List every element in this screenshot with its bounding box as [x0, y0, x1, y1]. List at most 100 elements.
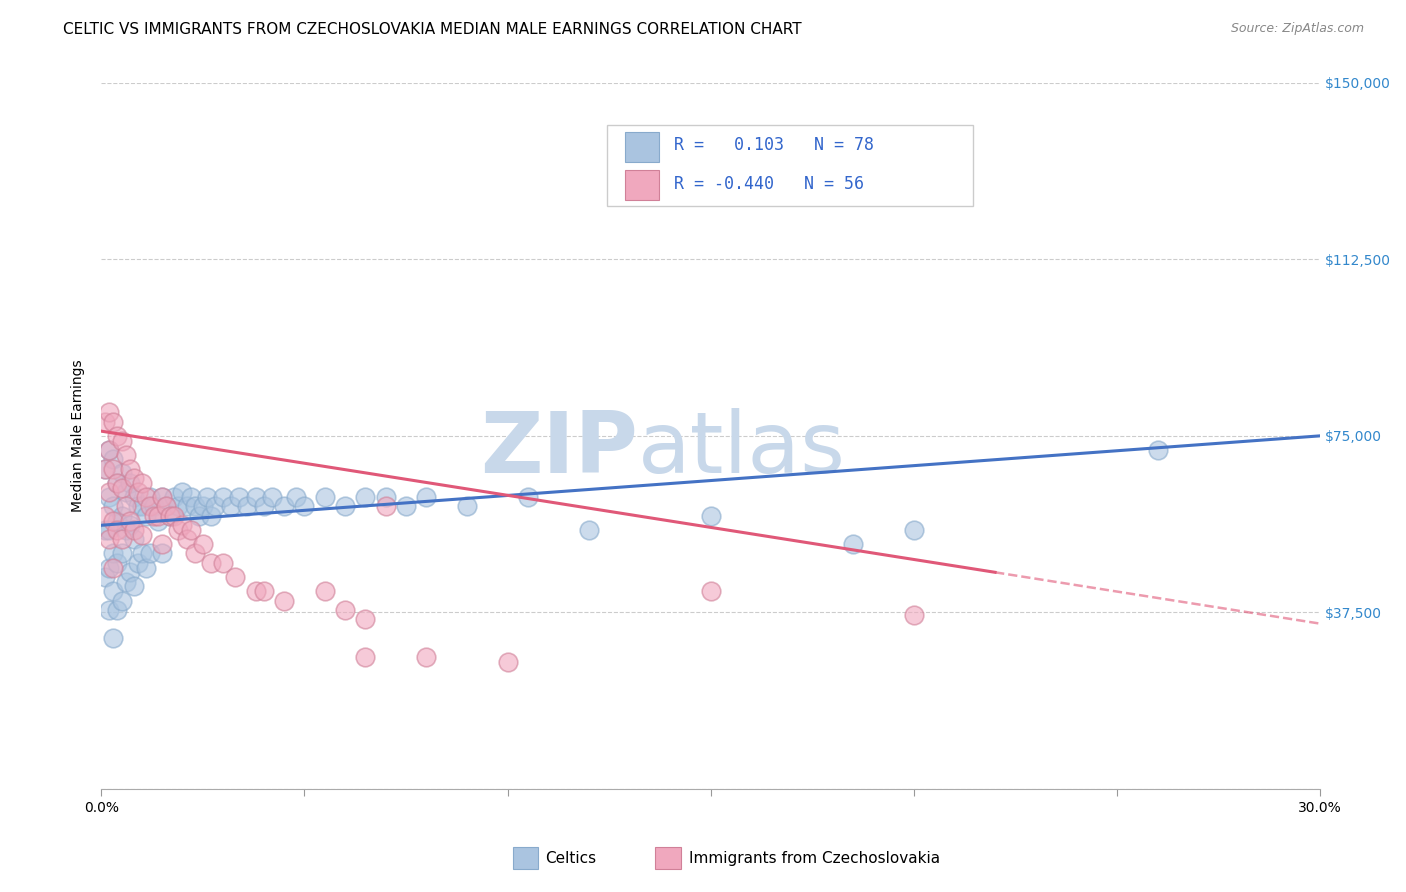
Point — [228, 490, 250, 504]
Point — [159, 508, 181, 523]
Point — [191, 537, 214, 551]
Point — [122, 471, 145, 485]
Point — [107, 514, 129, 528]
Point — [131, 546, 153, 560]
Point — [103, 462, 125, 476]
Point — [107, 523, 129, 537]
Text: Immigrants from Czechoslovakia: Immigrants from Czechoslovakia — [689, 851, 941, 865]
Point — [94, 462, 117, 476]
Point — [146, 508, 169, 523]
Point — [94, 523, 117, 537]
Point — [103, 631, 125, 645]
Point — [415, 650, 437, 665]
Point — [204, 500, 226, 514]
Point — [516, 490, 538, 504]
Point — [167, 500, 190, 514]
Point — [260, 490, 283, 504]
Point — [159, 508, 181, 523]
Bar — [626, 132, 659, 161]
Point — [127, 556, 149, 570]
Point — [122, 490, 145, 504]
Y-axis label: Median Male Earnings: Median Male Earnings — [72, 359, 86, 512]
Point — [107, 429, 129, 443]
Point — [354, 490, 377, 504]
Point — [273, 593, 295, 607]
Point — [285, 490, 308, 504]
Point — [176, 500, 198, 514]
Point — [176, 533, 198, 547]
Point — [122, 523, 145, 537]
Point — [187, 508, 209, 523]
Text: R =   0.103   N = 78: R = 0.103 N = 78 — [673, 136, 875, 153]
Point — [131, 500, 153, 514]
Point — [146, 514, 169, 528]
Point — [578, 523, 600, 537]
Point — [163, 490, 186, 504]
Point — [333, 500, 356, 514]
Point — [253, 500, 276, 514]
Point — [94, 508, 117, 523]
Point — [94, 415, 117, 429]
Point — [107, 556, 129, 570]
Point — [98, 405, 121, 419]
Point — [903, 607, 925, 622]
Point — [139, 546, 162, 560]
Point — [135, 490, 157, 504]
Point — [143, 500, 166, 514]
Point — [98, 603, 121, 617]
Point — [150, 490, 173, 504]
Point — [114, 448, 136, 462]
Text: ZIP: ZIP — [479, 409, 637, 491]
Point — [1146, 442, 1168, 457]
Point — [98, 533, 121, 547]
Bar — [626, 170, 659, 200]
Point — [245, 584, 267, 599]
Point — [118, 462, 141, 476]
Point — [103, 415, 125, 429]
Point — [127, 500, 149, 514]
Point — [212, 490, 235, 504]
Point — [94, 462, 117, 476]
Point — [110, 467, 132, 481]
Point — [273, 500, 295, 514]
Point — [195, 490, 218, 504]
Point — [180, 523, 202, 537]
Point — [415, 490, 437, 504]
Point — [131, 527, 153, 541]
Point — [219, 500, 242, 514]
Text: atlas: atlas — [637, 409, 845, 491]
Point — [699, 584, 721, 599]
Point — [167, 523, 190, 537]
Point — [374, 490, 396, 504]
Point — [118, 566, 141, 580]
Point — [163, 508, 186, 523]
Point — [354, 612, 377, 626]
Point — [354, 650, 377, 665]
Point — [456, 500, 478, 514]
Point — [110, 593, 132, 607]
Point — [496, 655, 519, 669]
Point — [903, 523, 925, 537]
Text: Celtics: Celtics — [546, 851, 596, 865]
Point — [224, 570, 246, 584]
Point — [212, 556, 235, 570]
Point — [107, 475, 129, 490]
Text: CELTIC VS IMMIGRANTS FROM CZECHOSLOVAKIA MEDIAN MALE EARNINGS CORRELATION CHART: CELTIC VS IMMIGRANTS FROM CZECHOSLOVAKIA… — [63, 22, 801, 37]
Point — [333, 603, 356, 617]
Point — [118, 475, 141, 490]
Point — [135, 560, 157, 574]
Point — [183, 546, 205, 560]
Point — [110, 434, 132, 448]
Point — [114, 523, 136, 537]
Point — [253, 584, 276, 599]
Point — [172, 518, 194, 533]
Point — [155, 500, 177, 514]
Point — [122, 579, 145, 593]
Point — [94, 570, 117, 584]
Point — [314, 490, 336, 504]
Point — [245, 490, 267, 504]
Point — [143, 508, 166, 523]
Point — [98, 442, 121, 457]
Point — [98, 442, 121, 457]
Point — [122, 533, 145, 547]
